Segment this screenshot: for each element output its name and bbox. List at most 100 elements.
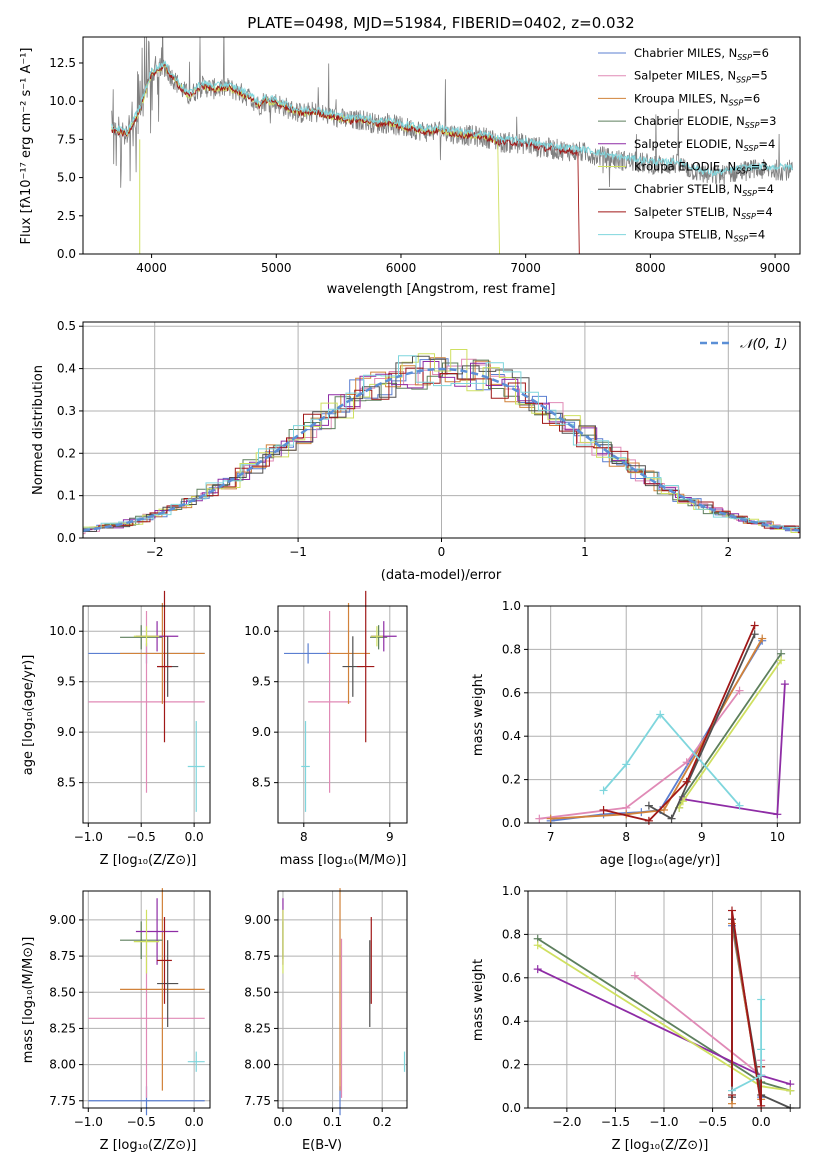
- legend-label: Salpeter ELODIE, NSSP=4: [634, 137, 775, 153]
- z-age-frame: [82, 605, 211, 824]
- age-weight-xtick-label: 8: [622, 830, 630, 844]
- spectrum-ytick-label: 12.5: [49, 56, 76, 70]
- age-weight-line: [550, 638, 763, 820]
- legend-label: Salpeter MILES, NSSP=5: [634, 69, 768, 85]
- z-weight-panel: −2.0 −1.5 −1.0 −0.5 0.0 0.0 0.2 0.4 0.6 0.8 1.0: [502, 884, 801, 1129]
- weight-ylabel-top: mass weight: [471, 674, 486, 756]
- spectrum-ticks: 4000 5000 6000 7000 8000 9000 0.0 2.5 5.0 7.5 10.0…: [49, 56, 790, 275]
- spectrum-xtick-label: 9000: [760, 261, 791, 275]
- legend-label-sub: SSP: [734, 235, 749, 244]
- age-weight-line: [602, 713, 741, 807]
- z-age-ytick-label: 10.0: [49, 624, 76, 638]
- histogram-ytick-label: 0.1: [57, 489, 76, 503]
- age-weight-xtick-label: 9: [698, 830, 706, 844]
- z-mass-frame: [82, 890, 211, 1109]
- age-xlabel: age [log₁₀(age/yr)]: [600, 853, 721, 868]
- histogram-step-line: [83, 355, 800, 529]
- ebv-mass-ytick-label: 8.00: [244, 1058, 271, 1072]
- z-weight-xtick-label: −0.5: [698, 1115, 727, 1129]
- model-spectrum-line: [111, 60, 793, 178]
- histogram-ytick-label: 0.4: [57, 362, 76, 376]
- ebv-mass-xtick-label: 0.2: [373, 1115, 392, 1129]
- legend-label-main: Salpeter STELIB, N: [634, 205, 741, 219]
- mass-age-frame: [277, 605, 408, 824]
- z-age-xtick-label: −0.5: [127, 830, 156, 844]
- spectrum-xlabel: wavelength [Angstrom, rest frame]: [327, 282, 556, 297]
- z-mass-ytick-label: 8.25: [49, 1021, 76, 1035]
- z-mass-ytick-label: 8.00: [49, 1058, 76, 1072]
- z-mass-ytick-label: 7.75: [49, 1094, 76, 1108]
- spectrum-frame: [82, 36, 801, 255]
- histogram-xtick-label: 0: [438, 545, 446, 559]
- age-weight-ytick-label: 0.2: [502, 773, 521, 787]
- legend-label-value: =4: [758, 137, 775, 151]
- legend-label-value: =5: [751, 69, 768, 83]
- histogram-ytick-label: 0.3: [57, 404, 76, 418]
- legend-label-value: =4: [748, 228, 765, 242]
- legend-label-value: =4: [757, 182, 774, 196]
- histogram-clip-group: [83, 349, 800, 535]
- age-weight-xtick-label: 10: [770, 830, 785, 844]
- legend-label-main: Kroupa MILES, N: [634, 91, 729, 105]
- legend-label-main: Kroupa ELODIE, N: [634, 160, 736, 174]
- legend-label-sub: SSP: [741, 212, 756, 221]
- legend-label-sub: SSP: [742, 189, 757, 198]
- z-weight-frame: [527, 890, 801, 1109]
- ebv-mass-ytick-label: 9.00: [244, 913, 271, 927]
- age-weight-ytick-label: 0.0: [502, 816, 521, 830]
- age-weight-ytick-label: 0.4: [502, 729, 521, 743]
- histogram-ylabel: Normed distribution: [31, 365, 46, 495]
- z-weight-ytick-label: 0.4: [502, 1014, 521, 1028]
- ebv-mass-frame: [277, 890, 408, 1109]
- z-age-ytick-label: 8.5: [57, 776, 76, 790]
- legend-label: Salpeter STELIB, NSSP=4: [634, 205, 773, 221]
- ebv-mass-xtick-label: 0.1: [323, 1115, 342, 1129]
- z-mass-xtick-label: 0.0: [185, 1115, 204, 1129]
- residual-histogram-panel: −2 −1 0 1 2 0.0 0.1 0.2 0.3 0.4 0.5 𝒩(0, 1) (data-…: [31, 319, 801, 583]
- ebv-mass-xtick-label: 0.0: [273, 1115, 292, 1129]
- age-weight-ytick-label: 0.8: [502, 642, 521, 656]
- mass-age-xtick-label: 9: [386, 830, 394, 844]
- spectrum-panel: PLATE=0498, MJD=51984, FIBERID=0402, z=0…: [19, 14, 801, 297]
- histogram-ytick-label: 0.0: [57, 531, 76, 545]
- legend-label-main: Salpeter MILES, N: [634, 69, 736, 83]
- mass-ylabel: mass [log₁₀(M/M⊙)]: [21, 937, 36, 1064]
- legend-label-sub: SSP: [744, 144, 759, 153]
- z-mass-panel: −1.0 −0.5 0.0 7.75 8.00 8.25 8.50 8.75 9.00: [49, 888, 211, 1129]
- legend-label-main: Kroupa STELIB, N: [634, 228, 734, 242]
- z-xlabel-bottom: Z [log₁₀(Z/Z⊙)]: [100, 1138, 197, 1153]
- z-weight-xtick-label: 0.0: [752, 1115, 771, 1129]
- spectrum-xtick-label: 6000: [386, 261, 417, 275]
- legend-label-sub: SSP: [737, 53, 752, 62]
- z-weight-ytick-label: 1.0: [502, 884, 521, 898]
- spectrum-ylabel: Flux [fλ10⁻¹⁷ erg cm⁻² s⁻¹ A⁻¹]: [19, 48, 34, 245]
- spectrum-ytick-label: 7.5: [57, 132, 76, 146]
- z-weight-line: [731, 910, 762, 1106]
- z-mass-xtick-label: −1.0: [74, 1115, 103, 1129]
- z-age-panel: −1.0 −0.5 0.0 8.5 9.0 9.5 10.0: [49, 590, 211, 844]
- mass-age-ytick-label: 9.5: [252, 675, 271, 689]
- z-age-xtick-label: −1.0: [74, 830, 103, 844]
- legend-label: Chabrier STELIB, NSSP=4: [634, 182, 774, 198]
- spectrum-clip-group: [111, 37, 793, 254]
- histogram-grid: −2 −1 0 1 2 0.0 0.1 0.2 0.3 0.4 0.5: [57, 319, 800, 559]
- legend-label-value: =6: [752, 46, 769, 60]
- z-mass-ytick-label: 8.75: [49, 949, 76, 963]
- z-weight-line: [731, 999, 762, 1092]
- spectrum-xtick-label: 7000: [510, 261, 541, 275]
- spectrum-ytick-label: 0.0: [57, 247, 76, 261]
- spectrum-ytick-label: 5.0: [57, 171, 76, 185]
- histogram-ytick-label: 0.5: [57, 319, 76, 333]
- legend-label: Kroupa STELIB, NSSP=4: [634, 228, 765, 244]
- z-weight-ytick-label: 0.2: [502, 1058, 521, 1072]
- z-mass-xtick-label: −0.5: [127, 1115, 156, 1129]
- legend-label-sub: SSP: [745, 121, 760, 130]
- mass-age-ytick-label: 10.0: [244, 624, 271, 638]
- z-age-ytick-label: 9.0: [57, 725, 76, 739]
- ebv-mass-ytick-label: 8.75: [244, 949, 271, 963]
- legend-label-sub: SSP: [736, 167, 751, 176]
- legend-label-main: Chabrier ELODIE, N: [634, 114, 745, 128]
- z-weight-xtick-label: −1.5: [601, 1115, 630, 1129]
- zw-xlabel: Z [log₁₀(Z/Z⊙)]: [612, 1138, 709, 1153]
